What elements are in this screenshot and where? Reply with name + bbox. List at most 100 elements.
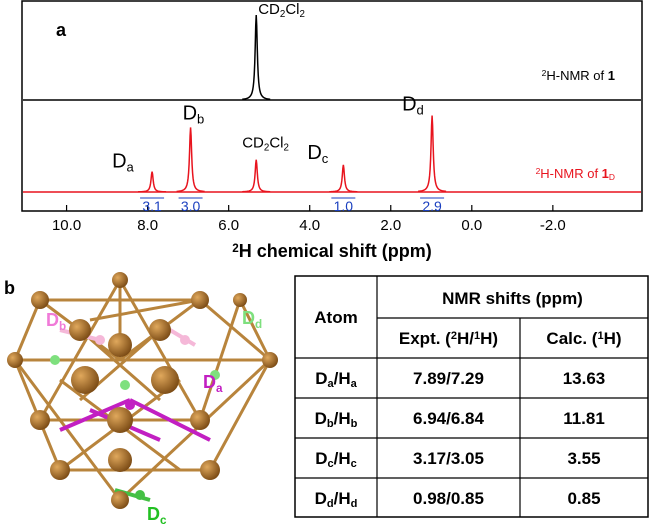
x-tick-label: 10.0 [52, 217, 81, 234]
table-cell-part: d [327, 498, 334, 510]
peak-label: CD2Cl2 [242, 135, 289, 154]
table-cell-part: b [327, 418, 334, 430]
x-tick-label: -2.0 [540, 217, 566, 234]
series-label-part: H-NMR of [546, 68, 607, 83]
x-tick-label: 0.0 [461, 217, 482, 234]
table-header-part: 1 [597, 330, 603, 342]
structure-label: Dc [147, 504, 167, 527]
peak-label-part: D [402, 94, 416, 116]
table-cell: 0.98/0.85 [413, 489, 484, 508]
x-axis-label-part: 2 [232, 242, 239, 255]
peak-label-part: Cl [285, 1, 299, 18]
peak-label: Db [183, 102, 205, 126]
peak [138, 171, 167, 193]
panel-label: a [56, 20, 67, 40]
x-tick-label: 2.0 [380, 217, 401, 234]
structure-label-part: D [242, 308, 255, 328]
x-axis-label: 2H chemical shift (ppm) [232, 241, 432, 261]
table-header-part: H/ [457, 329, 474, 348]
series-label: 2H-NMR of 1 [542, 68, 615, 83]
series-label-part: H-NMR of [540, 166, 601, 181]
peak-label-part: c [322, 151, 329, 166]
table-cell: 6.94/6.84 [413, 409, 484, 428]
integral-label: 3.0 [181, 198, 201, 214]
series-label: 2H-NMR of 1D [536, 166, 615, 182]
table-header-part: H) [480, 329, 498, 348]
table-cell-part: /H [334, 409, 351, 428]
table-cell: 7.89/7.29 [413, 369, 484, 388]
table-header-part: H) [604, 329, 622, 348]
table-cell-part: /H [334, 489, 351, 508]
structure-label: Da [203, 372, 223, 395]
table-header-part: 2 [451, 330, 457, 342]
series-label-part: 1 [608, 68, 615, 83]
peak-label-part: 2 [264, 143, 269, 154]
peak [176, 127, 205, 193]
peak-label-part: b [197, 111, 204, 126]
table-cell: 0.85 [567, 489, 600, 508]
peak-label-part: 2 [300, 9, 305, 20]
structure [7, 272, 278, 509]
peak-label-part: 2 [284, 143, 289, 154]
plot-frame [21, 0, 643, 212]
structure-label-part: c [160, 514, 167, 527]
table-cell: Da/Ha [315, 369, 357, 390]
table-header: NMR shifts (ppm) [442, 289, 583, 308]
peak-label-part: D [183, 102, 197, 124]
table-cell-part: D [315, 449, 327, 468]
structure-label: Db [46, 310, 66, 333]
table-frame [294, 275, 649, 518]
peak [418, 115, 447, 193]
table-header: Atom [314, 308, 357, 327]
table-cell-part: /H [334, 369, 351, 388]
table-header: Calc. (1H) [546, 329, 621, 348]
structure-label-part: D [46, 310, 59, 330]
table-cell: Dc/Hc [315, 449, 357, 470]
peak-label-part: Cl [269, 135, 283, 152]
panel-label: b [4, 278, 15, 298]
table-cell-part: D [315, 489, 327, 508]
series-label-part: D [609, 172, 615, 182]
structure-label: Dd [242, 308, 262, 331]
table-cell-part: c [351, 458, 357, 470]
peak [242, 159, 271, 193]
peak-label-part: D [307, 142, 321, 164]
series-label-part: 2 [542, 68, 547, 78]
table-cell: 3.17/3.05 [413, 449, 484, 468]
table-header: Expt. (2H/1H) [399, 329, 498, 348]
table-cell: Dd/Hd [315, 489, 358, 510]
table-cell-part: /H [334, 449, 351, 468]
table-cell-part: D [315, 409, 327, 428]
peak [329, 164, 358, 193]
peak-label: CD2Cl2 [258, 1, 305, 20]
table-cell: Db/Hb [315, 409, 358, 430]
table-cell: 13.63 [563, 369, 606, 388]
series-label-part: 2 [536, 166, 541, 176]
peak [242, 14, 271, 101]
integral-label: 2.9 [422, 198, 442, 214]
x-tick-label: 4.0 [299, 217, 320, 234]
table-cell: 11.81 [563, 409, 605, 428]
peak-label-part: D [112, 151, 126, 173]
table-cell-part: b [351, 418, 358, 430]
table-cell-part: c [327, 458, 333, 470]
table-header-part: 1 [474, 330, 480, 342]
peak-label-part: d [417, 102, 424, 117]
integral-label: 1.0 [334, 198, 354, 214]
structure-label-part: b [59, 320, 66, 333]
peak-label-part: a [127, 159, 135, 174]
x-tick-label: 6.0 [218, 217, 239, 234]
structure-label-part: d [255, 318, 262, 331]
x-axis-label-part: H chemical shift (ppm) [239, 241, 432, 261]
table-cell: 3.55 [567, 449, 600, 468]
x-tick-label: 8.0 [137, 217, 158, 234]
table-cell-part: d [351, 498, 358, 510]
peak-label-part: CD [242, 135, 264, 152]
table-cell-part: D [315, 369, 327, 388]
peak-label: Dc [307, 142, 328, 166]
table-cell-part: a [327, 378, 334, 390]
table-cell-part: a [351, 378, 358, 390]
table-header-part: Calc. ( [546, 329, 597, 348]
